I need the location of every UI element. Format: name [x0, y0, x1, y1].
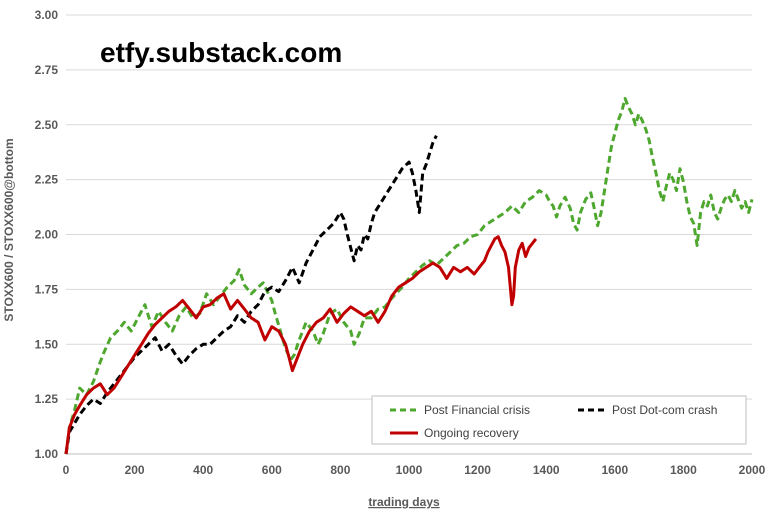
legend-label-post-financial-crisis: Post Financial crisis [424, 403, 530, 417]
series-lines [64, 96, 754, 455]
legend-label-post-dot-com-crash: Post Dot-com crash [612, 403, 717, 417]
y-tick-label: 1.25 [35, 392, 59, 406]
x-tick-label: 1400 [533, 463, 560, 477]
y-tick-label: 1.00 [35, 447, 59, 461]
legend: Post Financial crisis Post Dot-com crash… [371, 395, 747, 445]
x-tick-label: 400 [193, 463, 213, 477]
x-tick-label: 2000 [739, 463, 766, 477]
y-tick-label: 1.75 [35, 282, 59, 296]
series-line-ongoing-recovery [64, 235, 538, 455]
y-tick-label: 2.75 [35, 63, 59, 77]
series-line-post-financial-crisis [64, 96, 754, 455]
y-tick-label: 1.50 [35, 337, 59, 351]
y-tick-label: 2.50 [35, 118, 59, 132]
x-tick-label: 1000 [396, 463, 423, 477]
watermark-text: etfy.substack.com [100, 37, 342, 68]
legend-label-ongoing-recovery: Ongoing recovery [424, 426, 519, 440]
y-tick-label: 2.25 [35, 173, 59, 187]
y-tick-label: 3.00 [35, 8, 59, 22]
y-tick-label: 2.00 [35, 228, 59, 242]
x-tick-label: 200 [125, 463, 145, 477]
x-tick-label: 600 [262, 463, 282, 477]
x-tick-label: 1600 [601, 463, 628, 477]
x-axis-title: trading days [368, 495, 440, 509]
x-tick-label: 1200 [464, 463, 491, 477]
x-tick-label: 0 [63, 463, 70, 477]
x-tick-label: 1800 [670, 463, 697, 477]
y-axis-title: STOXX600 / STOXX600@bottom [2, 138, 16, 321]
y-axis-ticks: 1.00 1.25 1.50 1.75 2.00 2.25 2.50 2.75 3.00 [35, 8, 59, 461]
gridlines [66, 14, 752, 455]
x-tick-label: 800 [330, 463, 350, 477]
x-axis-ticks: 0 200 400 600 800 1000 1200 1400 1600 1800 2000 [63, 463, 766, 477]
legend-box [371, 395, 747, 445]
